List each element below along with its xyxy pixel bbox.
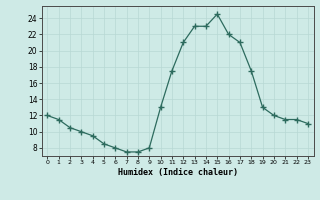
- X-axis label: Humidex (Indice chaleur): Humidex (Indice chaleur): [118, 168, 237, 177]
